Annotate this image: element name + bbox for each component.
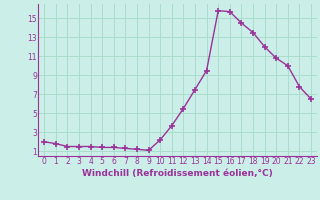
X-axis label: Windchill (Refroidissement éolien,°C): Windchill (Refroidissement éolien,°C): [82, 169, 273, 178]
